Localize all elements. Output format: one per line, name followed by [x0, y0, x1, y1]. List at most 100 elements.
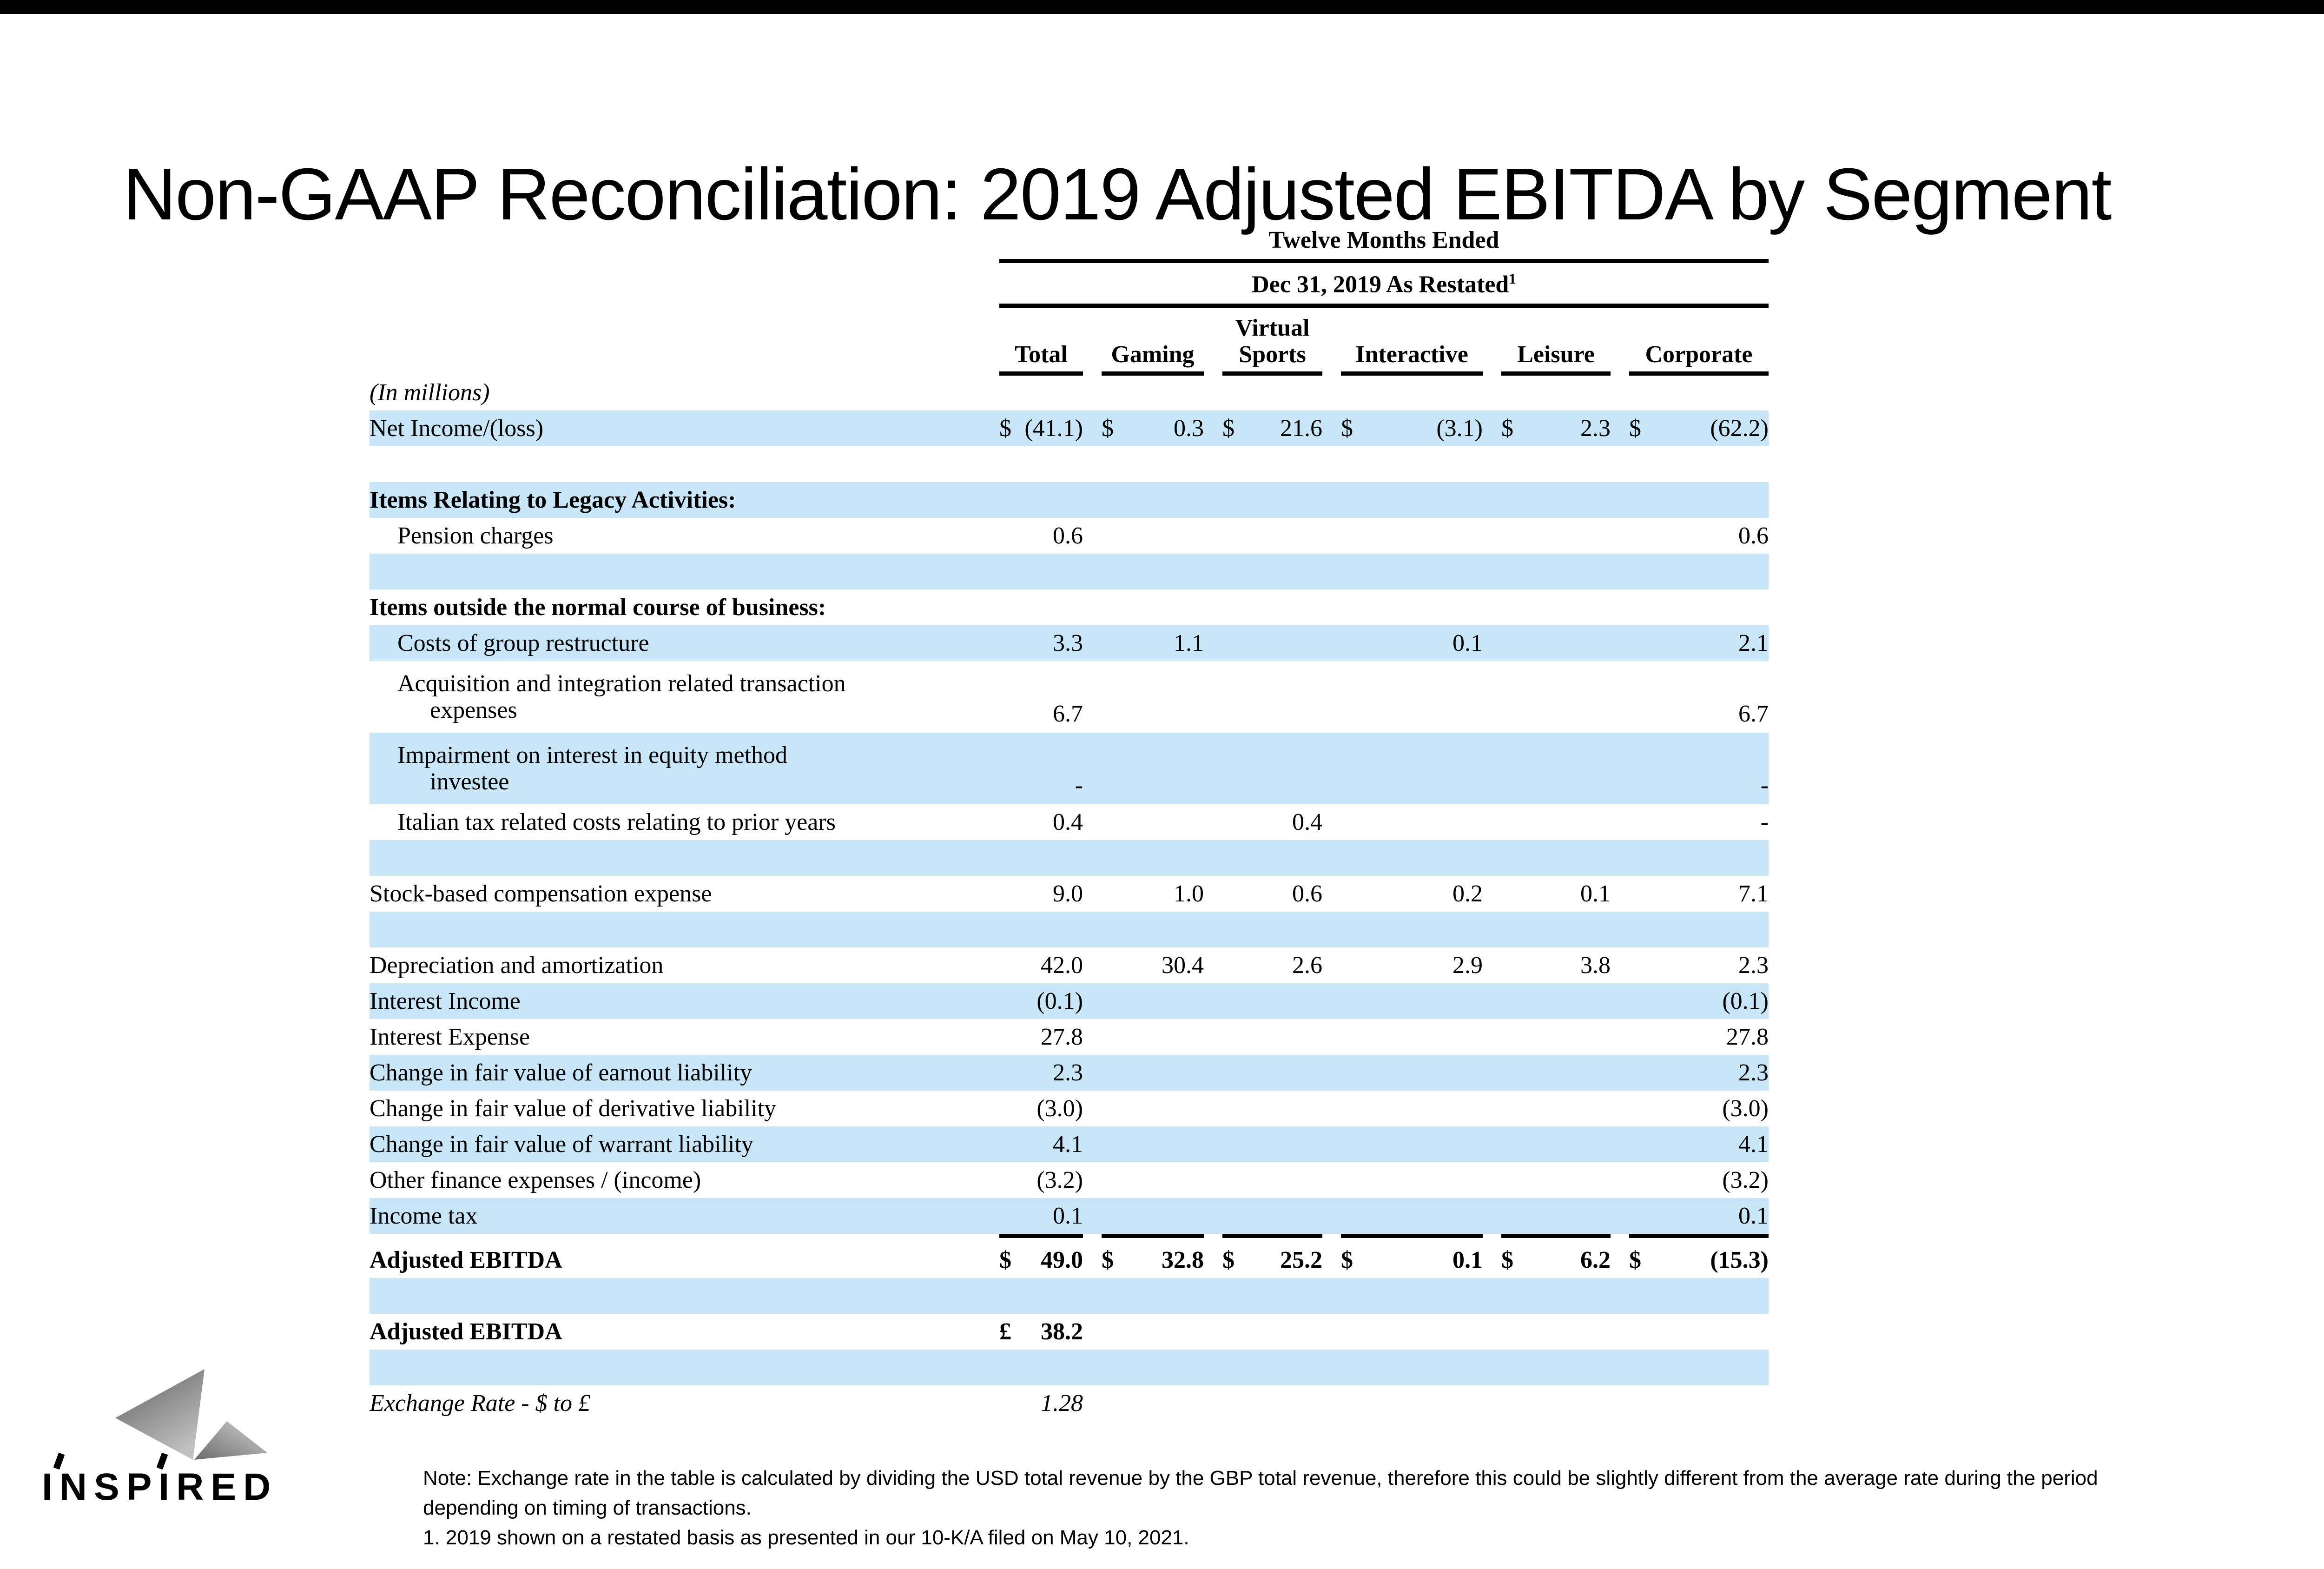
row-label: Interest Income: [370, 987, 521, 1014]
cell-value: 6.7: [1053, 700, 1083, 727]
subtotal-rule: [1501, 1234, 1611, 1238]
subtotal-rule: [1629, 1234, 1769, 1238]
row-label: Income tax: [370, 1202, 478, 1229]
footnotes: Note: Exchange rate in the table is calc…: [423, 1463, 2171, 1553]
cell-value: (3.0): [1722, 1095, 1769, 1122]
table-cell: 0.6: [1222, 880, 1322, 907]
column-header-interactive: Interactive: [1341, 341, 1483, 376]
footnote-exchange-rate: Note: Exchange rate in the table is calc…: [423, 1467, 2098, 1519]
cell-value: (41.1): [1024, 415, 1083, 442]
cell-value: (3.2): [1722, 1166, 1769, 1193]
ebitda-reconciliation-table: Twelve Months Ended Dec 31, 2019 As Rest…: [370, 218, 1769, 1421]
row-label: Net Income/(loss): [370, 415, 544, 442]
currency-symbol: $: [1501, 1246, 1513, 1273]
cell-value: 9.0: [1053, 880, 1083, 907]
table-cell: $32.8: [1102, 1247, 1204, 1273]
table-cell: 1.1: [1102, 630, 1204, 656]
currency-symbol: $: [1341, 415, 1353, 442]
table-row: (In millions): [370, 375, 1769, 410]
table-header-period-row: Twelve Months Ended: [370, 218, 1769, 263]
table-cell: (3.2): [999, 1167, 1083, 1193]
cell-value: 27.8: [1726, 1023, 1769, 1050]
table-row: Pension charges 0.6 0.6: [370, 518, 1769, 554]
cell-value: 2.3: [1580, 415, 1611, 442]
row-label: Exchange Rate - $ to £: [370, 1390, 591, 1417]
row-label: Change in fair value of earnout liabilit…: [370, 1059, 753, 1086]
cell-value: 2.6: [1292, 952, 1322, 979]
cell-value: 4.1: [1053, 1131, 1083, 1158]
table-cell: -: [1629, 772, 1769, 804]
cell-value: 3.8: [1580, 952, 1611, 979]
virtual-group-header: Virtual: [1235, 314, 1310, 341]
table-cell: 0.2: [1341, 880, 1483, 907]
table-cell: 0.1: [1341, 630, 1483, 656]
cell-value: 30.4: [1162, 952, 1204, 979]
table-cell: 2.1: [1629, 630, 1769, 656]
spacer-row: [370, 912, 1769, 947]
footnote-restated: 1. 2019 shown on a restated basis as pre…: [423, 1526, 1189, 1549]
table-cell: $ (15.3): [1629, 1247, 1769, 1273]
table-header-date-row: Dec 31, 2019 As Restated1: [370, 263, 1769, 308]
subtotal-rule: [999, 1234, 1083, 1238]
table-cell: 2.3: [1629, 952, 1769, 979]
cell-value: 32.8: [1162, 1246, 1204, 1273]
cell-value: 0.4: [1292, 808, 1322, 835]
table-row: Depreciation and amortization 42.0 30.4 2.6…: [370, 947, 1769, 983]
table-cell: 4.1: [999, 1131, 1083, 1158]
table-row: Change in fair value of derivative liabi…: [370, 1091, 1769, 1126]
spacer-row: [370, 446, 1769, 482]
page-title: Non-GAAP Reconciliation: 2019 Adjusted E…: [123, 153, 2112, 235]
table-row: Items Relating to Legacy Activities:: [370, 482, 1769, 518]
table-row: Net Income/(loss) $ (41.1) $0.3 $21.6 $ (3.1) $…: [370, 410, 1769, 446]
cell-value: 0.1: [1452, 629, 1483, 656]
currency-symbol: $: [1341, 1246, 1353, 1273]
table-header-virtual-row: Virtual: [370, 308, 1769, 341]
period-header: Twelve Months Ended: [999, 227, 1769, 263]
cell-value: (3.0): [1037, 1095, 1083, 1122]
cell-value: 0.1: [1738, 1202, 1769, 1229]
row-label: Change in fair value of derivative liabi…: [370, 1095, 777, 1122]
table-cell: (0.1): [999, 988, 1083, 1014]
cell-value: 1.1: [1174, 629, 1204, 656]
table-row: Adjusted EBITDA £38.2: [370, 1314, 1769, 1350]
table-row: Adjusted EBITDA $49.0 $32.8 $25.2 $0.1 $6.2 $(…: [370, 1242, 1769, 1278]
table-cell: 3.3: [999, 630, 1083, 656]
cell-value: 2.3: [1053, 1059, 1083, 1086]
cell-value: -: [1075, 772, 1083, 799]
table-cell: $21.6: [1222, 415, 1322, 442]
table-cell: $6.2: [1501, 1247, 1611, 1273]
table-cell: 6.7: [999, 701, 1083, 733]
cell-value: 6.2: [1580, 1246, 1611, 1273]
date-header-text: Dec 31, 2019 As Restated: [1252, 271, 1509, 298]
table-row: Italian tax related costs relating to pr…: [370, 804, 1769, 840]
subtotal-rule: [1341, 1234, 1483, 1238]
cell-value: (62.2): [1710, 415, 1769, 442]
cell-value: 0.1: [1452, 1246, 1483, 1273]
column-header-total: Total: [999, 341, 1083, 376]
table-cell: 2.3: [999, 1059, 1083, 1086]
table-cell: $ (3.1): [1341, 415, 1483, 442]
table-cell: (3.0): [999, 1095, 1083, 1122]
table-row: Exchange Rate - $ to £ 1.28: [370, 1385, 1769, 1421]
currency-symbol: $: [1629, 1246, 1641, 1273]
table-row: Impairment on interest in equity method i…: [370, 733, 1769, 804]
table-cell: (0.1): [1629, 988, 1769, 1014]
table-cell: $49.0: [999, 1247, 1083, 1273]
table-cell: 2.6: [1222, 952, 1322, 979]
inspired-logo-text: INSPIRED: [42, 1466, 278, 1508]
cell-value: -: [1760, 808, 1769, 835]
spacer-row: [370, 1278, 1769, 1314]
inspired-logo-icon: [115, 1369, 267, 1460]
cell-value: 42.0: [1041, 952, 1083, 979]
table-cell: $25.2: [1222, 1247, 1322, 1273]
top-bar: [0, 0, 2324, 14]
cell-value: 2.3: [1738, 1059, 1769, 1086]
table-cell: 1.28: [999, 1390, 1083, 1417]
currency-symbol: $: [999, 1246, 1011, 1273]
cell-value: 49.0: [1041, 1246, 1083, 1273]
table-cell: (3.2): [1629, 1167, 1769, 1193]
column-header-gaming: Gaming: [1102, 341, 1204, 376]
table-cell: -: [1629, 809, 1769, 835]
table-cell: 0.1: [1629, 1203, 1769, 1229]
table-cell: 27.8: [1629, 1024, 1769, 1050]
